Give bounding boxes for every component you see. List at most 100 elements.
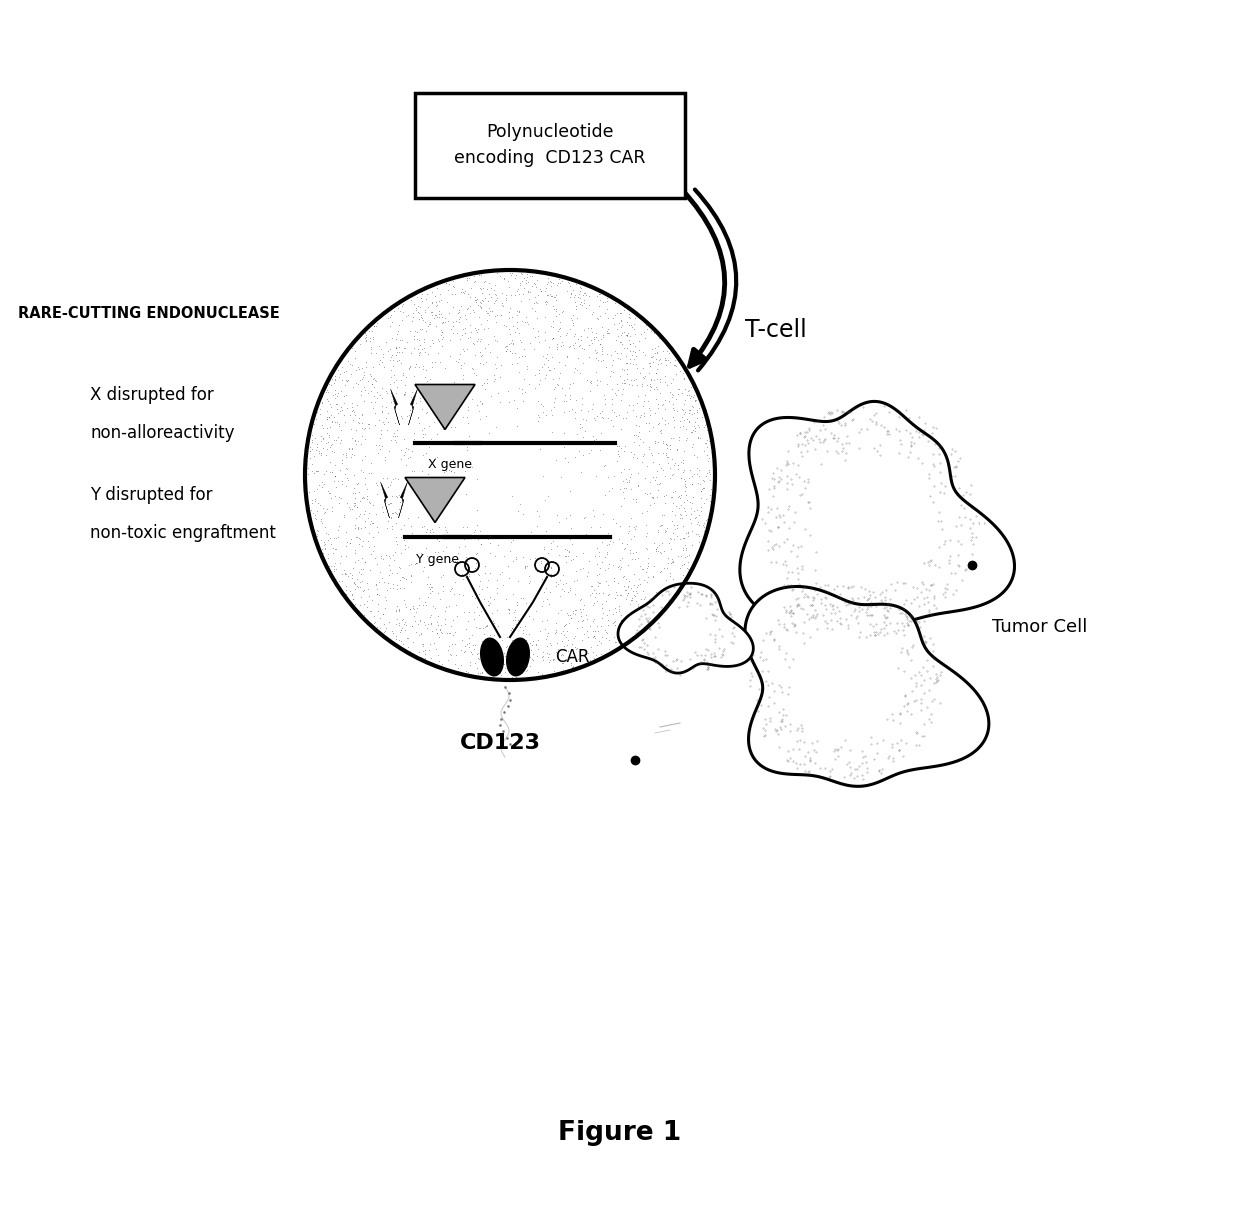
Point [651,421,671,440]
Point [598,299,618,318]
Point [621,370,641,389]
Point [670,504,689,523]
Point [688,505,708,524]
Point [464,363,484,382]
Point [645,431,665,451]
Point [622,354,642,374]
Point [537,643,557,663]
Point [614,380,634,399]
Point [655,400,675,419]
Point [309,443,329,463]
Point [616,534,636,553]
Point [660,435,680,454]
Point [689,527,709,546]
Point [583,427,603,446]
Point [463,643,482,663]
Point [410,335,430,354]
Point [544,287,564,306]
Point [637,540,657,559]
Point [584,408,604,428]
Point [377,518,397,537]
Point [357,486,377,505]
Point [616,586,636,605]
Point [413,493,433,512]
Point [701,465,720,484]
Point [355,605,374,624]
Point [467,289,487,308]
Point [554,616,574,635]
Point [562,653,582,672]
Point [508,636,528,656]
Point [656,349,676,369]
Point [660,533,680,552]
Point [536,348,556,368]
Point [376,546,396,565]
Point [529,407,549,427]
Point [544,380,564,399]
Point [547,334,567,353]
Point [523,610,543,629]
Point [355,552,374,571]
Point [632,453,652,472]
Point [629,476,649,495]
Point [531,281,551,300]
Point [500,308,520,328]
Point [342,443,362,463]
Point [363,513,383,533]
Point [387,596,407,616]
Point [532,569,552,588]
Point [341,584,361,604]
Point [515,558,534,577]
Point [485,306,505,325]
Point [389,599,409,618]
Point [650,372,670,392]
Point [563,601,583,621]
Point [543,296,563,316]
Point [408,302,428,322]
Point [466,290,486,310]
Point [484,660,503,680]
Point [610,325,630,345]
Point [403,617,423,636]
Point [464,300,484,319]
Point [601,346,621,365]
Point [454,529,474,548]
Point [557,622,577,641]
Point [559,649,579,669]
Point [471,299,491,318]
Point [420,580,440,599]
Point [500,541,520,560]
Point [512,378,532,398]
Point [640,381,660,400]
Point [663,569,683,588]
Point [603,478,622,498]
Point [515,558,534,577]
Point [419,587,439,606]
Point [609,596,629,616]
Point [325,381,345,400]
Point [343,478,363,498]
Point [567,424,587,443]
Point [496,317,516,336]
Point [591,329,611,348]
Point [647,475,667,494]
Point [512,639,532,658]
Point [317,381,337,400]
Point [372,498,392,517]
Point [460,328,480,347]
Point [326,539,346,558]
Point [574,509,594,528]
Point [466,292,486,311]
Point [553,636,573,656]
Point [527,517,547,536]
Point [539,652,559,671]
Point [352,571,372,590]
Point [317,530,337,549]
Point [660,563,680,582]
Point [326,412,346,431]
Point [616,469,636,488]
Point [544,377,564,396]
Point [508,280,528,299]
Point [444,323,464,342]
Point [433,419,453,439]
